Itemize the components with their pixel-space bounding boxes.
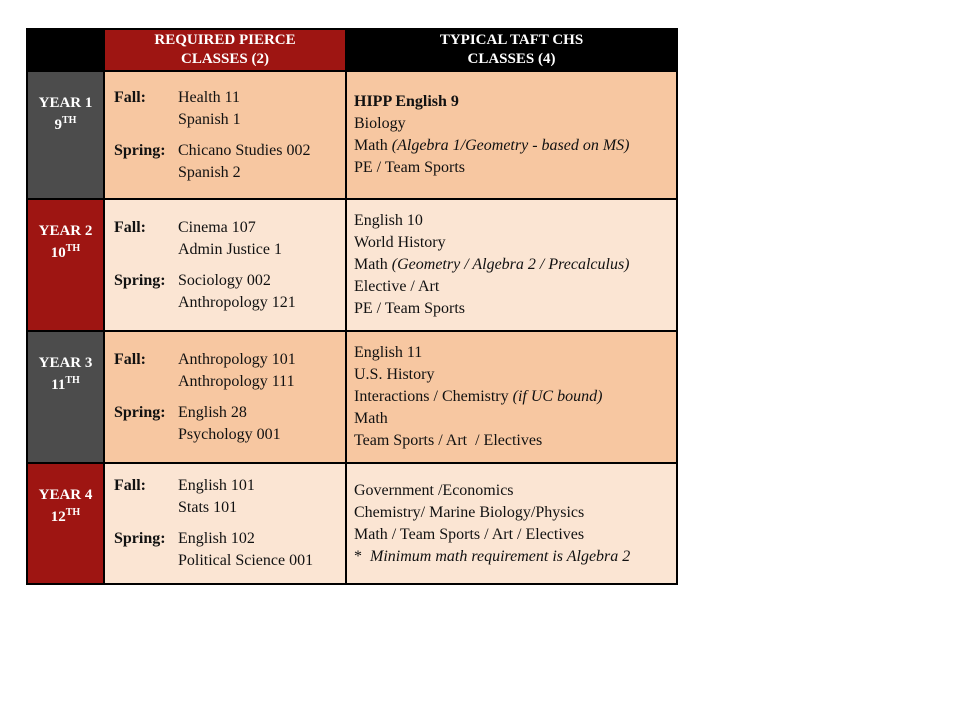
course-line: Spanish 2 [178, 163, 241, 181]
header-taft: TYPICAL TAFT CHS CLASSES (4) [345, 28, 678, 72]
fall-courses: Cinema 107 Admin Justice 1 [178, 217, 341, 261]
spring-group: Spring: Sociology 002 Anthropology 121 [114, 270, 341, 314]
header-taft-line1: TYPICAL TAFT CHS [439, 32, 584, 48]
course-line: Chemistry/ Marine Biology/Physics [354, 503, 585, 521]
year-1-label: YEAR 1 9TH [26, 70, 105, 200]
course-line: Admin Justice 1 [178, 240, 282, 258]
course-line: Math (Algebra 1/Geometry - based on MS) [354, 137, 630, 154]
header-pierce-line1: REQUIRED PIERCE [154, 32, 296, 48]
year-3-label: YEAR 3 11TH [26, 330, 105, 464]
fall-courses: English 101 Stats 101 [178, 475, 341, 519]
row-year-3: YEAR 3 11TH Fall: Anthropology 101 Anthr… [26, 330, 678, 464]
spring-label: Spring: [114, 141, 166, 159]
course-line: Math [354, 410, 388, 427]
row-year-1: YEAR 1 9TH Fall: Health 11 Spanish 1 Spr… [26, 70, 678, 200]
course-line: * Minimum math requirement is Algebra 2 [354, 547, 631, 565]
fall-label: Fall: [114, 477, 146, 494]
year-3-name: YEAR 3 [38, 355, 93, 371]
spring-label: Spring: [114, 403, 166, 421]
fall-group: Fall: English 101 Stats 101 [114, 475, 341, 519]
taft-cell-year-1: HIPP English 9 Biology Math (Algebra 1/G… [345, 70, 678, 200]
fall-label: Fall: [114, 350, 146, 368]
course-line: Anthropology 121 [178, 293, 296, 311]
fall-group: Fall: Cinema 107 Admin Justice 1 [114, 217, 341, 261]
course-line: Biology [354, 115, 406, 132]
fall-label: Fall: [114, 218, 146, 236]
course-line: Anthropology 101 [178, 350, 296, 368]
pierce-cell-year-3: Fall: Anthropology 101 Anthropology 111 … [103, 330, 347, 464]
pierce-cell-year-2: Fall: Cinema 107 Admin Justice 1 Spring:… [103, 198, 347, 332]
course-line: Math (Geometry / Algebra 2 / Precalculus… [354, 256, 630, 273]
taft-cell-year-2: English 10 World History Math (Geometry … [345, 198, 678, 332]
spring-courses: Chicano Studies 002 Spanish 2 [178, 140, 341, 184]
year-1-grade: 9TH [54, 115, 77, 133]
spring-group: Spring: English 102 Political Science 00… [114, 528, 341, 572]
course-line: Sociology 002 [178, 271, 271, 289]
taft-cell-year-3: English 11 U.S. History Interactions / C… [345, 330, 678, 464]
course-line: English 28 [178, 403, 247, 421]
fall-group: Fall: Anthropology 101 Anthropology 111 [114, 349, 341, 393]
course-plan-table: REQUIRED PIERCE CLASSES (2) TYPICAL TAFT… [26, 28, 678, 585]
header-pierce-line2: CLASSES (2) [181, 51, 269, 67]
fall-label: Fall: [114, 88, 146, 106]
course-line: English 102 [178, 530, 255, 547]
course-line: English 10 [354, 212, 423, 229]
course-line: English 101 [178, 477, 255, 494]
course-line: HIPP English 9 [354, 93, 459, 110]
course-line: Anthropology 111 [178, 372, 295, 390]
year-1-name: YEAR 1 [38, 95, 93, 111]
fall-group: Fall: Health 11 Spanish 1 [114, 87, 341, 131]
spring-group: Spring: Chicano Studies 002 Spanish 2 [114, 140, 341, 184]
spring-label: Spring: [114, 271, 166, 289]
course-line: Team Sports / Art / Electives [354, 432, 543, 449]
row-year-4: YEAR 4 12TH Fall: English 101 Stats 101 … [26, 462, 678, 585]
spring-courses: English 28 Psychology 001 [178, 402, 341, 446]
year-4-name: YEAR 4 [38, 487, 93, 503]
course-line: Math / Team Sports / Art / Electives [354, 525, 585, 543]
spring-label: Spring: [114, 530, 166, 547]
header-taft-line2: CLASSES (4) [467, 51, 556, 67]
course-line: Psychology 001 [178, 425, 281, 443]
fall-courses: Health 11 Spanish 1 [178, 87, 341, 131]
course-line: English 11 [354, 344, 423, 361]
spring-group: Spring: English 28 Psychology 001 [114, 402, 341, 446]
pierce-cell-year-4: Fall: English 101 Stats 101 Spring: Engl… [103, 462, 347, 585]
year-2-grade: 10TH [50, 243, 81, 261]
spring-courses: Sociology 002 Anthropology 121 [178, 270, 341, 314]
corner-cell [26, 28, 105, 72]
taft-cell-year-4: Government /Economics Chemistry/ Marine … [345, 462, 678, 585]
course-line: Elective / Art [354, 278, 440, 295]
course-line: Political Science 001 [178, 552, 314, 569]
fall-courses: Anthropology 101 Anthropology 111 [178, 349, 341, 393]
course-line: Stats 101 [178, 499, 238, 516]
course-line: Cinema 107 [178, 218, 256, 236]
year-4-label: YEAR 4 12TH [26, 462, 105, 585]
year-2-name: YEAR 2 [38, 223, 93, 239]
course-line: U.S. History [354, 366, 435, 383]
course-line: Health 11 [178, 88, 241, 106]
course-line: Government /Economics [354, 481, 514, 499]
course-line: Interactions / Chemistry (if UC bound) [354, 388, 603, 405]
header-pierce: REQUIRED PIERCE CLASSES (2) [103, 28, 347, 72]
course-line: PE / Team Sports [354, 300, 466, 317]
course-line: Spanish 1 [178, 110, 241, 128]
spring-courses: English 102 Political Science 001 [178, 528, 341, 572]
year-3-grade: 11TH [51, 375, 80, 393]
header-row: REQUIRED PIERCE CLASSES (2) TYPICAL TAFT… [26, 28, 678, 72]
year-2-label: YEAR 2 10TH [26, 198, 105, 332]
year-4-grade: 12TH [50, 507, 81, 525]
row-year-2: YEAR 2 10TH Fall: Cinema 107 Admin Justi… [26, 198, 678, 332]
pierce-cell-year-1: Fall: Health 11 Spanish 1 Spring: Chican… [103, 70, 347, 200]
course-line: PE / Team Sports [354, 159, 466, 176]
course-line: World History [354, 234, 446, 251]
course-line: Chicano Studies 002 [178, 141, 311, 159]
